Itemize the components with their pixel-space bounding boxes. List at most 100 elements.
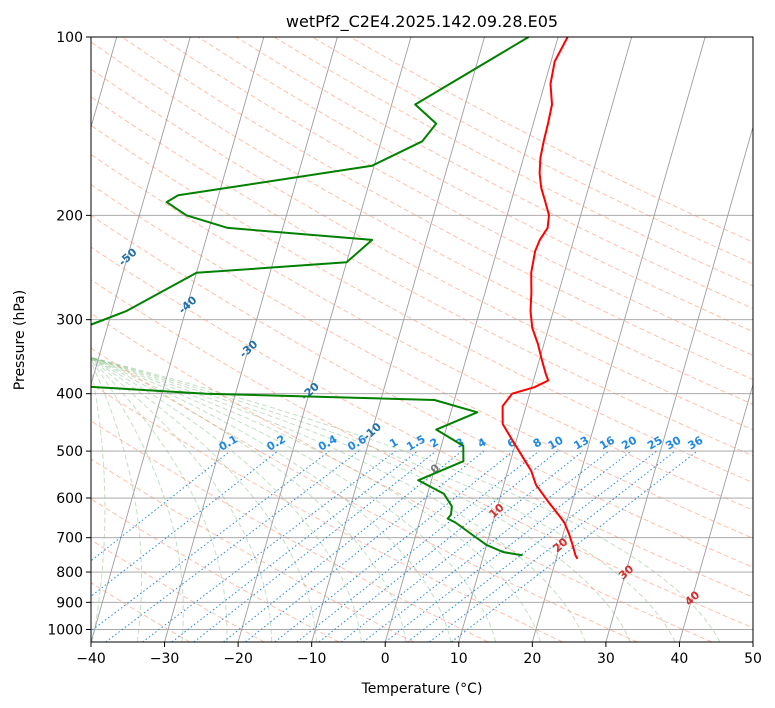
mixing-ratio-line [105, 450, 360, 642]
dry-adiabat-line [91, 214, 753, 568]
mixing-ratio-line [274, 450, 514, 642]
dry-adiabat-line [91, 383, 563, 642]
x-tick-label: −30 [150, 651, 180, 667]
moist-adiabat-line [91, 357, 362, 642]
mixing-ratio-label: 0.4 [316, 432, 340, 453]
x-tick-label: 30 [597, 651, 615, 667]
plot-frame [90, 36, 754, 643]
y-axis-ticks: 100 200 300 400 500 600 700 800 900 1000 [47, 30, 91, 638]
dry-adiabat-line [197, 37, 753, 333]
dry-adiabat-line [91, 312, 713, 642]
mixing-ratio-line [340, 450, 584, 642]
mixing-ratio-label: 10 [546, 433, 566, 452]
chart-title: wetPf2_C2E4.2025.142.09.28.E05 [286, 12, 558, 32]
mixing-ratio-label: 13 [572, 434, 592, 453]
moist-adiabat-line [91, 359, 184, 642]
x-tick-label: 50 [744, 651, 762, 667]
y-tick-label: 1000 [47, 622, 83, 638]
mixing-ratio-label: 1.5 [404, 433, 427, 454]
isotherm-label: 20 [550, 535, 570, 555]
y-tick-label: 700 [56, 531, 83, 547]
isotherm-line [679, 382, 753, 642]
mixing-ratio-line [91, 450, 231, 562]
mixing-ratio-line [223, 450, 463, 642]
dry-adiabat-line [91, 582, 190, 642]
isotherm-line [605, 125, 753, 642]
mixing-ratio-line [193, 450, 437, 642]
mixing-ratio-line [296, 450, 540, 642]
y-axis-label: Pressure (hPa) [12, 290, 28, 390]
y-tick-label: 400 [56, 387, 83, 403]
mixing-ratio-label: 8 [531, 436, 544, 451]
mixing-ratio-label: 1 [387, 436, 400, 451]
mixing-ratio-line [318, 450, 558, 642]
dry-adiabat-line [91, 246, 753, 598]
plot-background-lines [91, 37, 753, 642]
isotherm-line [237, 37, 412, 642]
x-tick-label: 10 [450, 651, 468, 667]
mixing-ratio-line [406, 450, 658, 642]
moist-adiabat-line [91, 358, 273, 642]
y-tick-label: 100 [56, 30, 83, 46]
dewpoint-profile-line [91, 37, 530, 557]
dry-adiabat-line [121, 37, 753, 381]
mixing-ratio-label: 0.1 [217, 433, 240, 454]
temperature-profile-line [501, 37, 579, 560]
moist-adiabat-line [91, 357, 542, 642]
x-tick-label: 20 [523, 651, 541, 667]
isotherm-line [91, 37, 265, 642]
isotherm-line [458, 37, 633, 642]
isotherm-line [91, 37, 191, 387]
dry-adiabat-line [91, 458, 414, 642]
moist-adiabat-line [91, 358, 228, 642]
isotherm-line [752, 640, 753, 642]
moist-adiabat-line [91, 356, 631, 642]
x-axis-ticks: −40 −30 −20 −10 0 10 20 30 40 50 [76, 642, 762, 667]
x-tick-label: −40 [76, 651, 106, 667]
sounding-profiles [91, 37, 579, 560]
isotherm-line [531, 37, 706, 642]
isotherm-line [311, 37, 485, 642]
isotherm-label: 10 [487, 501, 507, 521]
x-axis-label: Temperature (°C) [361, 681, 483, 697]
moist-adiabat-line [91, 366, 106, 642]
x-tick-label: 0 [381, 651, 390, 667]
moist-adiabat-line [91, 356, 676, 642]
isotherm-line [164, 37, 338, 642]
mixing-ratio-label: 20 [619, 433, 639, 452]
mixing-ratio-label: 36 [686, 433, 706, 452]
dry-adiabat-line [91, 68, 753, 431]
dry-adiabat-line [91, 41, 753, 405]
mixing-ratio-line [91, 450, 330, 632]
y-tick-label: 800 [56, 565, 83, 581]
dry-adiabat-line [91, 96, 753, 457]
dry-adiabat-line [91, 539, 265, 642]
mixing-ratio-label: 16 [597, 433, 617, 452]
isotherm-label: -70 [0, 155, 19, 178]
y-tick-label: 200 [56, 208, 83, 224]
isotherm-label: -20 [298, 380, 322, 403]
moist-adiabat-line [91, 357, 586, 642]
moist-adiabat-line [91, 357, 317, 642]
x-tick-label: −10 [297, 651, 327, 667]
x-tick-label: 40 [671, 651, 689, 667]
dry-adiabat-line [91, 498, 340, 642]
y-tick-label: 300 [56, 313, 83, 329]
dry-adiabat-line [91, 347, 638, 642]
mixing-ratio-line [142, 450, 396, 642]
mixing-ratio-label: 2 [428, 436, 441, 451]
isotherm-label: -50 [116, 246, 140, 269]
isotherm-label: -40 [176, 293, 200, 316]
isotherm-label: 40 [682, 588, 702, 608]
dry-adiabat-line [91, 279, 753, 629]
moist-adiabat-line [91, 356, 721, 642]
y-tick-label: 900 [56, 595, 83, 611]
dry-adiabat-line [91, 420, 489, 642]
mixing-ratio-line [245, 450, 485, 642]
dry-adiabat-line [273, 37, 753, 287]
isotherm-line [384, 37, 559, 642]
x-tick-label: −20 [223, 651, 253, 667]
